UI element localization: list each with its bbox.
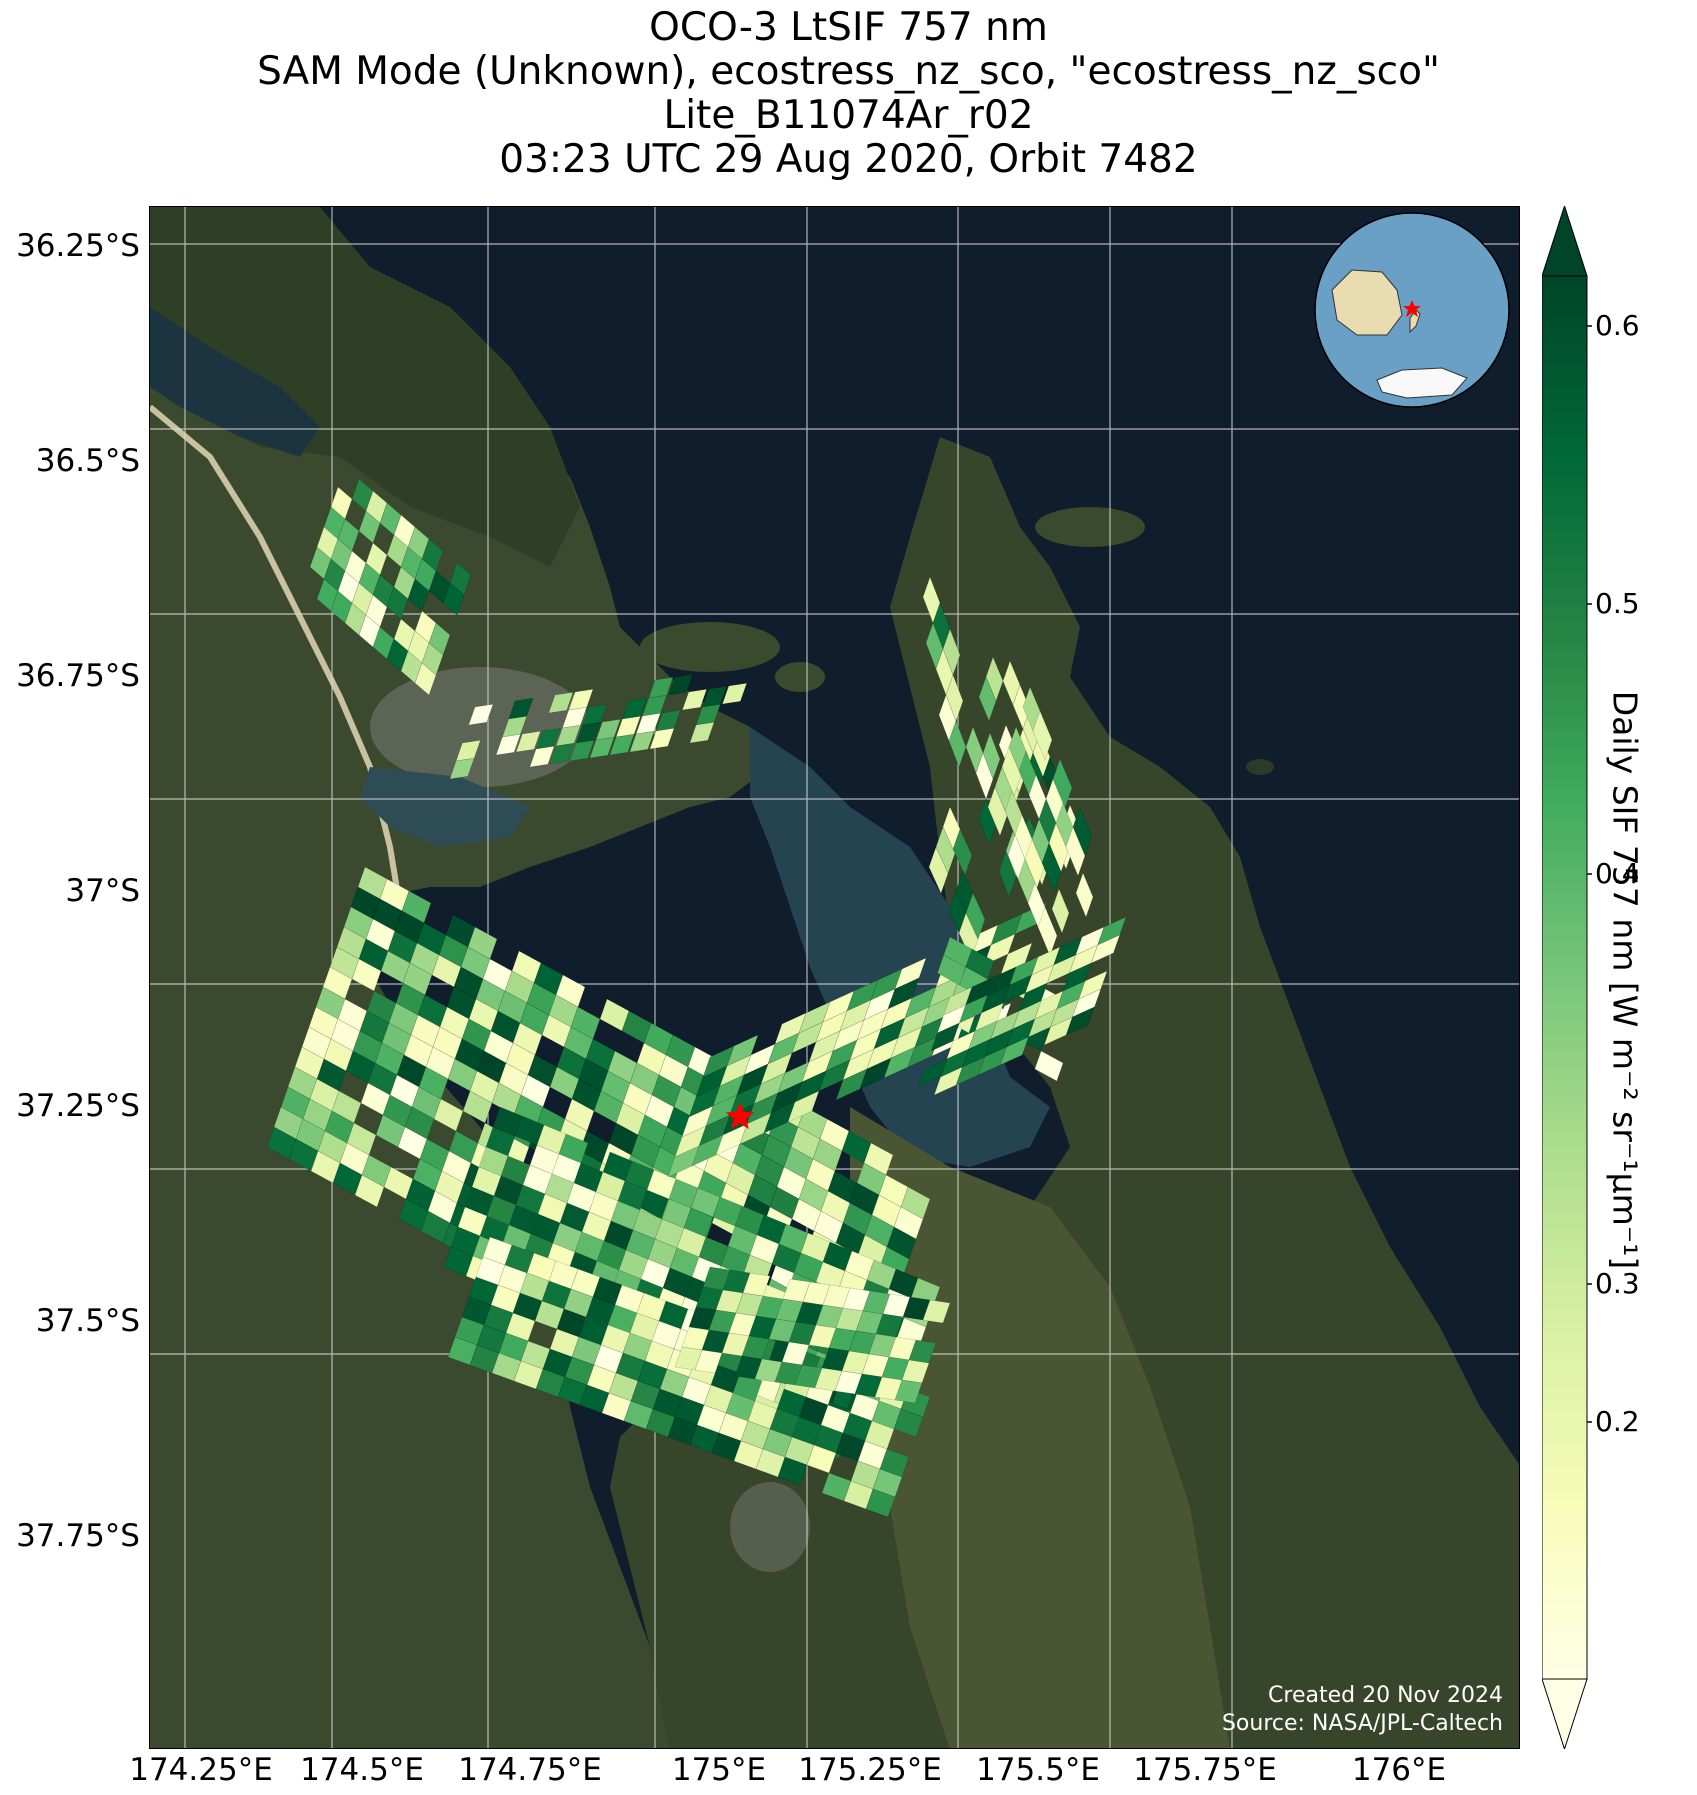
colorbar-body	[1542, 276, 1587, 1679]
sif-footprint	[694, 1349, 723, 1374]
colorbar	[1542, 206, 1592, 1749]
lon-label-176: 176°E	[1351, 1752, 1447, 1788]
sif-footprint	[354, 1174, 385, 1208]
urban-hamilton	[730, 1482, 810, 1572]
lat-label-37-5: 37.5°S	[35, 1303, 140, 1339]
sif-footprint	[893, 1408, 924, 1438]
australia-outline	[1331, 269, 1403, 336]
sif-footprint	[569, 739, 595, 762]
lon-label-175-5: 175.5°E	[976, 1752, 1100, 1788]
credit-text: Created 20 Nov 2024 Source: NASA/JPL-Cal…	[1222, 1682, 1503, 1738]
lon-label-174-25: 174.25°E	[129, 1752, 273, 1788]
sif-footprint	[449, 757, 475, 780]
satellite-basemap	[150, 207, 1519, 1748]
sif-footprint	[777, 1456, 808, 1486]
sif-footprint	[998, 850, 1017, 898]
sif-footprint	[668, 673, 694, 696]
lon-label-174-75: 174.75°E	[458, 1752, 602, 1788]
hauraki-plains	[850, 1107, 1230, 1748]
landmass-northwest	[150, 207, 580, 567]
colorbar-tick-label-0-6: 0.6	[1595, 309, 1640, 342]
colorbar-extend-max	[1542, 206, 1588, 277]
island-great-mercury	[1035, 507, 1145, 547]
urban-auckland	[370, 667, 590, 787]
title-line-2: SAM Mode (Unknown), ecostress_nz_sco, "e…	[257, 49, 1440, 94]
lat-label-37: 37°S	[65, 873, 140, 909]
island-ponui	[775, 662, 825, 692]
sif-footprint	[442, 582, 465, 616]
lat-label-36-25: 36.25°S	[16, 228, 140, 264]
sif-footprint	[1041, 842, 1062, 893]
lat-label-37-75: 37.75°S	[16, 1518, 140, 1554]
map-panel[interactable]: Created 20 Nov 2024 Source: NASA/JPL-Cal…	[149, 206, 1520, 1749]
colorbar-tick-label-0-3: 0.3	[1595, 1267, 1640, 1300]
island-small-east	[1246, 759, 1274, 775]
target-star-marker	[725, 1102, 755, 1130]
colorbar-extend-min	[1542, 1678, 1588, 1749]
sif-footprint	[928, 846, 949, 895]
sif-footprint	[1090, 934, 1121, 964]
sif-footprint	[468, 703, 494, 726]
sif-footprint	[1065, 826, 1086, 877]
credit-created: Created 20 Nov 2024	[1268, 1683, 1503, 1708]
island-waiheke	[640, 622, 780, 672]
sif-footprint	[529, 745, 555, 768]
sif-footprint	[548, 691, 574, 714]
chart-title: OCO-3 LtSIF 757 nm SAM Mode (Unknown), e…	[0, 6, 1697, 182]
colorbar-tick-label-0-2: 0.2	[1595, 1405, 1640, 1438]
sif-footprint	[1075, 872, 1094, 918]
coastline-west-beach	[150, 404, 403, 908]
sif-footprints	[266, 478, 1127, 1518]
sif-footprint	[682, 688, 708, 711]
sif-footprint	[1034, 1050, 1064, 1082]
sif-footprint	[1051, 888, 1070, 934]
lon-label-174-5: 174.5°E	[300, 1752, 424, 1788]
lon-label-175-75: 175.75°E	[1133, 1752, 1277, 1788]
lon-label-175-25: 175.25°E	[798, 1752, 942, 1788]
title-line-1: OCO-3 LtSIF 757 nm	[649, 5, 1048, 50]
sif-footprint	[948, 720, 967, 768]
sif-footprint	[787, 1090, 820, 1123]
sif-footprint	[589, 736, 615, 759]
credit-source: Source: NASA/JPL-Caltech	[1221, 1711, 1503, 1736]
lat-label-36-75: 36.75°S	[16, 658, 140, 694]
colorbar-label: Daily SIF 757 nm [W m⁻² sr⁻¹μm⁻¹]	[1605, 690, 1645, 1270]
kaipara-harbour	[150, 307, 320, 457]
sif-footprint	[922, 1299, 951, 1324]
sif-footprint	[649, 727, 675, 750]
sif-footprint	[414, 662, 437, 696]
colorbar-tick-label-0-5: 0.5	[1595, 587, 1640, 620]
sif-footprint	[722, 682, 748, 705]
title-line-4: 03:23 UTC 29 Aug 2020, Orbit 7482	[499, 137, 1198, 182]
antarctica-outline	[1376, 367, 1468, 399]
sif-footprint	[999, 1036, 1029, 1066]
sif-footprint	[609, 733, 635, 756]
sif-footprint	[894, 1379, 923, 1404]
lat-label-37-25: 37.25°S	[16, 1088, 140, 1124]
sif-footprint	[689, 721, 715, 744]
lon-label-175: 175°E	[671, 1752, 767, 1788]
title-line-3: Lite_B11074Ar_r02	[663, 93, 1034, 138]
sif-footprint	[1032, 710, 1053, 761]
landmass-northland	[150, 207, 770, 1748]
sif-footprint	[978, 676, 997, 722]
sif-footprint	[865, 1488, 896, 1518]
colorbar-tick-label-0-4: 0.4	[1595, 857, 1640, 890]
sif-footprint	[515, 730, 541, 753]
lat-label-36-5: 36.5°S	[35, 443, 140, 479]
sif-footprint	[495, 733, 521, 756]
island-rangitoto	[530, 629, 590, 665]
sif-footprint	[549, 742, 575, 765]
sif-footprint	[1065, 1006, 1095, 1036]
sif-footprint	[987, 786, 1008, 837]
inset-location-star	[1403, 300, 1421, 317]
sif-footprint	[629, 730, 655, 753]
globe-inset	[1314, 212, 1510, 408]
